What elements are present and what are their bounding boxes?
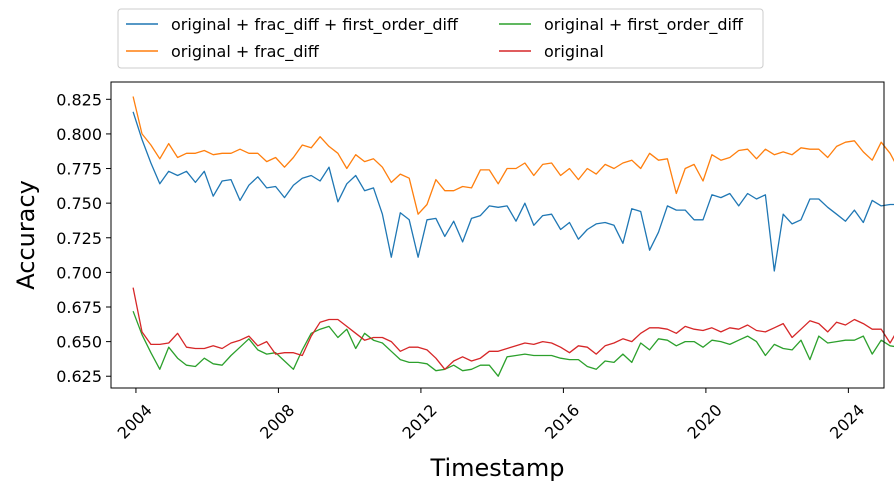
- series-line-2: [132, 310, 894, 377]
- y-axis: 0.625 0.650 0.675 0.700 0.725 0.750 0.775 0.800…: [56, 90, 111, 386]
- y-tick-label-7: 0.800: [56, 125, 102, 144]
- y-tick-label-6: 0.775: [56, 160, 102, 179]
- legend: original + frac_diff + first_order_diffo…: [117, 8, 764, 69]
- y-tick-label-2: 0.675: [56, 298, 102, 317]
- x-tick-label-0: 2004: [114, 400, 156, 442]
- legend-label-3: original: [544, 42, 604, 61]
- legend-box: [117, 8, 764, 69]
- y-tick-label-4: 0.725: [56, 229, 102, 248]
- y-tick-label-8: 0.825: [56, 90, 102, 109]
- y-tick-label-3: 0.700: [56, 263, 102, 282]
- y-axis-title: Accuracy: [12, 180, 40, 290]
- x-tick-label-2: 2012: [399, 400, 441, 442]
- x-axis-title: Timestamp: [430, 454, 565, 482]
- y-tick-label-0: 0.625: [56, 367, 102, 386]
- x-axis: 2004 2008 2012 2016 2020 2024: [114, 388, 868, 443]
- series-layer: [132, 96, 894, 377]
- series-line-1: [132, 96, 894, 215]
- legend-label-2: original + first_order_diff: [544, 15, 744, 35]
- x-tick-label-3: 2016: [541, 400, 583, 442]
- y-tick-label-5: 0.750: [56, 194, 102, 213]
- plot-frame: [110, 81, 885, 389]
- series-line-0: [132, 111, 894, 272]
- x-tick-label-5: 2024: [826, 400, 868, 442]
- series-line-3: [132, 287, 894, 370]
- x-tick-label-4: 2020: [684, 400, 726, 442]
- legend-label-1: original + frac_diff: [171, 42, 320, 62]
- x-tick-label-1: 2008: [256, 400, 298, 442]
- y-tick-label-1: 0.650: [56, 333, 102, 352]
- legend-label-0: original + frac_diff + first_order_diff: [171, 15, 459, 35]
